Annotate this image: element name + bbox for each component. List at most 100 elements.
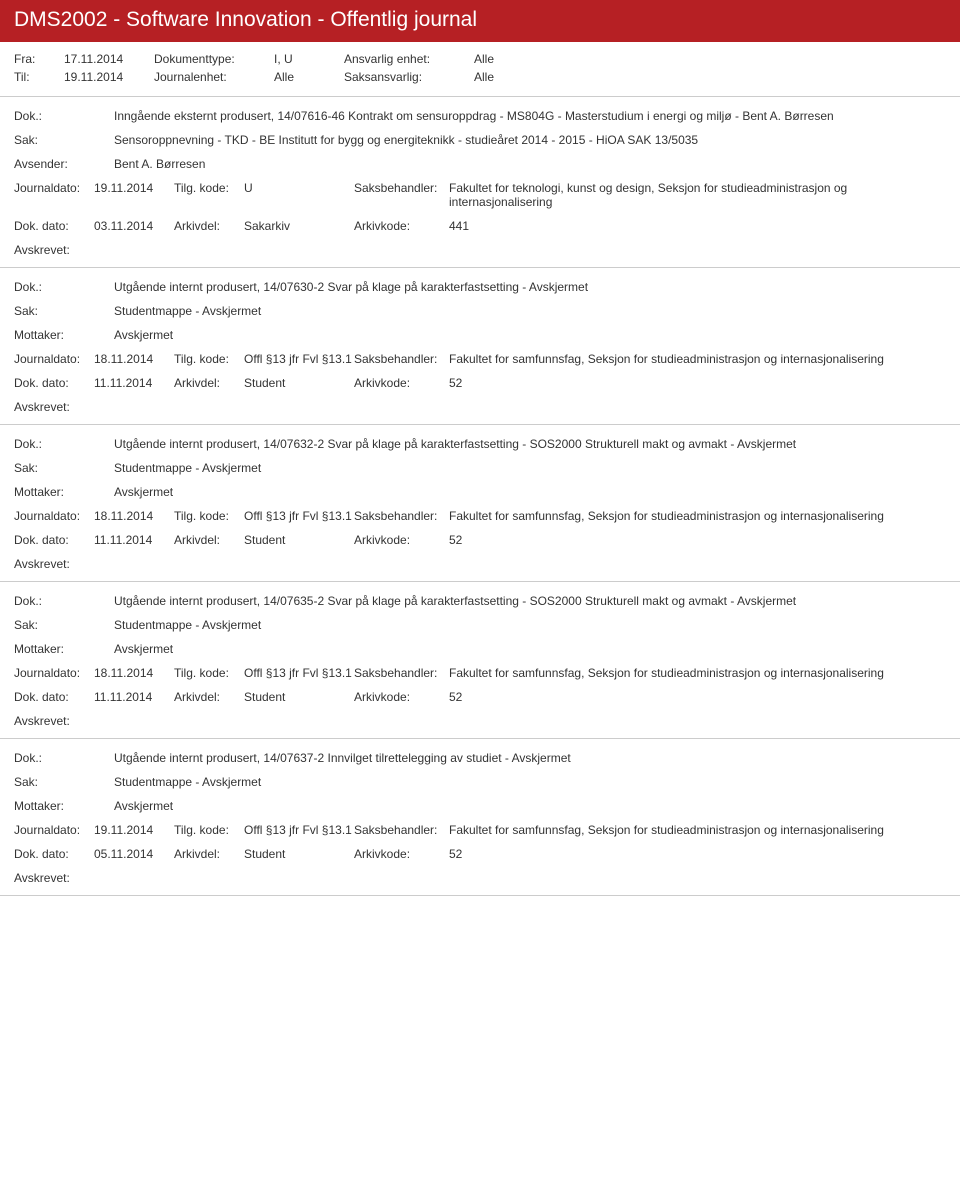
dok-label: Dok.: xyxy=(14,751,114,765)
arkivkode-value: 52 xyxy=(449,690,946,704)
tilgkode-label: Tilg. kode: xyxy=(174,823,244,837)
journaldato-value: 19.11.2014 xyxy=(94,823,174,837)
dok-row: Dok.: Utgående internt produsert, 14/076… xyxy=(14,437,946,451)
journaldato-label: Journaldato: xyxy=(14,509,94,523)
dokdato-row: Dok. dato: 11.11.2014 Arkivdel: Student … xyxy=(14,376,946,390)
party-value: Bent A. Børresen xyxy=(114,157,946,171)
party-label: Mottaker: xyxy=(14,642,114,656)
party-row: Mottaker: Avskjermet xyxy=(14,799,946,813)
page-header: DMS2002 - Software Innovation - Offentli… xyxy=(0,0,960,42)
tilgkode-label: Tilg. kode: xyxy=(174,509,244,523)
saksbehandler-value: Fakultet for samfunnsfag, Seksjon for st… xyxy=(449,509,946,523)
journaldato-value: 19.11.2014 xyxy=(94,181,174,195)
dokdato-value: 03.11.2014 xyxy=(94,219,174,233)
dokdato-row: Dok. dato: 11.11.2014 Arkivdel: Student … xyxy=(14,690,946,704)
meta-row-til: Til: 19.11.2014 Journalenhet: Alle Saksa… xyxy=(14,70,946,84)
dokdato-label: Dok. dato: xyxy=(14,376,94,390)
journal-row: Journaldato: 19.11.2014 Tilg. kode: Offl… xyxy=(14,823,946,837)
dokdato-value: 05.11.2014 xyxy=(94,847,174,861)
tilgkode-label: Tilg. kode: xyxy=(174,666,244,680)
party-label: Avsender: xyxy=(14,157,114,171)
sak-value: Studentmappe - Avskjermet xyxy=(114,775,946,789)
journal-entry: Dok.: Utgående internt produsert, 14/076… xyxy=(0,425,960,582)
dokdato-label: Dok. dato: xyxy=(14,847,94,861)
dok-value: Utgående internt produsert, 14/07630-2 S… xyxy=(114,280,946,294)
journaldato-label: Journaldato: xyxy=(14,352,94,366)
journal-entry: Dok.: Utgående internt produsert, 14/076… xyxy=(0,739,960,896)
sak-value: Studentmappe - Avskjermet xyxy=(114,461,946,475)
avskrevet-label: Avskrevet: xyxy=(14,714,946,728)
tilgkode-value: U xyxy=(244,181,354,195)
sak-row: Sak: Sensoroppnevning - TKD - BE Institu… xyxy=(14,133,946,147)
journaldato-label: Journaldato: xyxy=(14,666,94,680)
arkivkode-label: Arkivkode: xyxy=(354,533,449,547)
party-value: Avskjermet xyxy=(114,642,946,656)
ansvarlig-label: Ansvarlig enhet: xyxy=(344,52,474,66)
dokdato-value: 11.11.2014 xyxy=(94,376,174,390)
journal-row: Journaldato: 18.11.2014 Tilg. kode: Offl… xyxy=(14,352,946,366)
meta-row-fra: Fra: 17.11.2014 Dokumenttype: I, U Ansva… xyxy=(14,52,946,66)
dok-label: Dok.: xyxy=(14,594,114,608)
party-row: Mottaker: Avskjermet xyxy=(14,328,946,342)
journalenhet-value: Alle xyxy=(274,70,344,84)
dok-row: Dok.: Inngående eksternt produsert, 14/0… xyxy=(14,109,946,123)
journal-entry: Dok.: Utgående internt produsert, 14/076… xyxy=(0,582,960,739)
arkivdel-label: Arkivdel: xyxy=(174,533,244,547)
dokdato-value: 11.11.2014 xyxy=(94,690,174,704)
sak-row: Sak: Studentmappe - Avskjermet xyxy=(14,304,946,318)
party-value: Avskjermet xyxy=(114,328,946,342)
saksbehandler-label: Saksbehandler: xyxy=(354,509,449,523)
page-title: DMS2002 - Software Innovation - Offentli… xyxy=(14,8,477,31)
dok-value: Utgående internt produsert, 14/07632-2 S… xyxy=(114,437,946,451)
journal-row: Journaldato: 18.11.2014 Tilg. kode: Offl… xyxy=(14,666,946,680)
party-row: Avsender: Bent A. Børresen xyxy=(14,157,946,171)
avskrevet-label: Avskrevet: xyxy=(14,871,946,885)
party-value: Avskjermet xyxy=(114,799,946,813)
dok-value: Utgående internt produsert, 14/07637-2 I… xyxy=(114,751,946,765)
party-row: Mottaker: Avskjermet xyxy=(14,485,946,499)
saksbehandler-value: Fakultet for samfunnsfag, Seksjon for st… xyxy=(449,352,946,366)
party-value: Avskjermet xyxy=(114,485,946,499)
party-label: Mottaker: xyxy=(14,485,114,499)
tilgkode-label: Tilg. kode: xyxy=(174,352,244,366)
sak-label: Sak: xyxy=(14,133,114,147)
journal-row: Journaldato: 18.11.2014 Tilg. kode: Offl… xyxy=(14,509,946,523)
dok-label: Dok.: xyxy=(14,280,114,294)
saksbehandler-label: Saksbehandler: xyxy=(354,823,449,837)
saksbehandler-value: Fakultet for samfunnsfag, Seksjon for st… xyxy=(449,666,946,680)
journal-entry: Dok.: Inngående eksternt produsert, 14/0… xyxy=(0,97,960,268)
journaldato-value: 18.11.2014 xyxy=(94,666,174,680)
saksbehandler-label: Saksbehandler: xyxy=(354,352,449,366)
arkivdel-label: Arkivdel: xyxy=(174,847,244,861)
saksansvarlig-value: Alle xyxy=(474,70,494,84)
til-label: Til: xyxy=(14,70,64,84)
arkivkode-label: Arkivkode: xyxy=(354,376,449,390)
dok-label: Dok.: xyxy=(14,109,114,123)
sak-row: Sak: Studentmappe - Avskjermet xyxy=(14,775,946,789)
arkivdel-value: Student xyxy=(244,847,354,861)
arkivkode-value: 52 xyxy=(449,847,946,861)
dokdato-label: Dok. dato: xyxy=(14,690,94,704)
dokdato-value: 11.11.2014 xyxy=(94,533,174,547)
tilgkode-value: Offl §13 jfr Fvl §13.1 xyxy=(244,509,354,523)
arkivkode-value: 441 xyxy=(449,219,946,233)
arkivdel-label: Arkivdel: xyxy=(174,219,244,233)
dokdato-label: Dok. dato: xyxy=(14,219,94,233)
saksbehandler-label: Saksbehandler: xyxy=(354,666,449,680)
dok-row: Dok.: Utgående internt produsert, 14/076… xyxy=(14,280,946,294)
journaldato-value: 18.11.2014 xyxy=(94,509,174,523)
doktype-label: Dokumenttype: xyxy=(154,52,274,66)
avskrevet-label: Avskrevet: xyxy=(14,243,946,257)
ansvarlig-value: Alle xyxy=(474,52,494,66)
saksbehandler-label: Saksbehandler: xyxy=(354,181,449,195)
arkivkode-label: Arkivkode: xyxy=(354,219,449,233)
sak-row: Sak: Studentmappe - Avskjermet xyxy=(14,461,946,475)
dokdato-label: Dok. dato: xyxy=(14,533,94,547)
dok-label: Dok.: xyxy=(14,437,114,451)
arkivdel-value: Student xyxy=(244,533,354,547)
tilgkode-value: Offl §13 jfr Fvl §13.1 xyxy=(244,823,354,837)
meta-block: Fra: 17.11.2014 Dokumenttype: I, U Ansva… xyxy=(0,42,960,97)
sak-value: Studentmappe - Avskjermet xyxy=(114,618,946,632)
doktype-value: I, U xyxy=(274,52,344,66)
arkivkode-label: Arkivkode: xyxy=(354,690,449,704)
